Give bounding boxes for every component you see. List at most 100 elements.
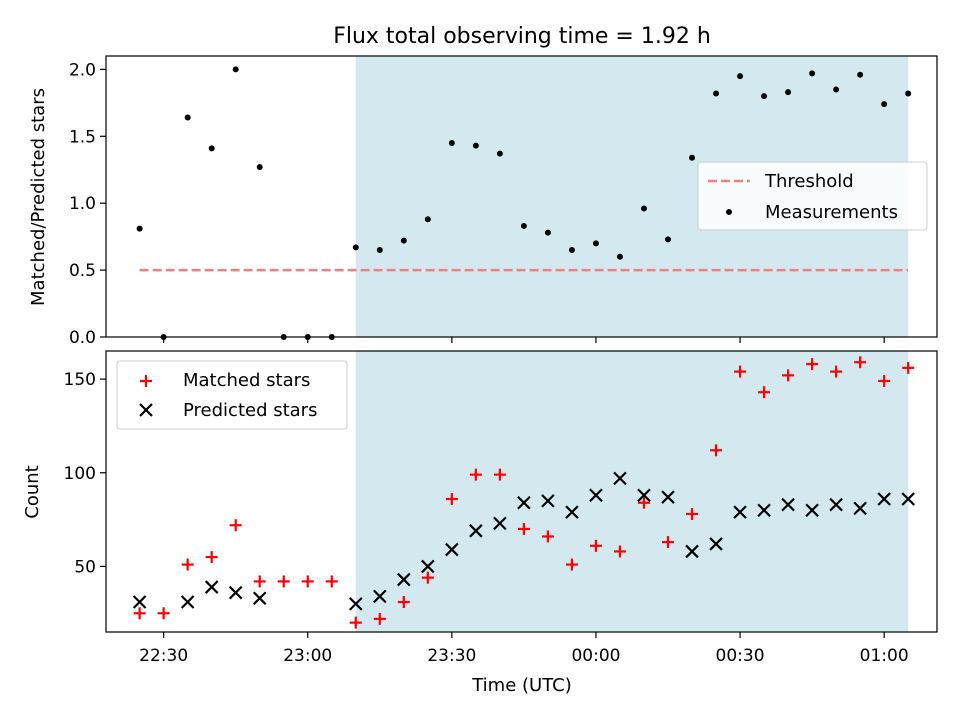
top-panel: 0.00.51.01.52.0 Matched/Predicted stars … [28,55,938,348]
matched-star-point [902,361,915,374]
top-legend: Threshold Measurements [697,161,928,231]
matched-star-point [445,492,458,505]
x-tick-label: 00:00 [571,646,620,666]
matched-star-point [806,358,819,371]
predicted-legend-label: Predicted stars [183,400,317,421]
bottom-legend: Matched stars Predicted stars [116,360,348,430]
predicted-star-point [757,503,771,518]
matched-star-point [157,607,170,620]
matched-star-point [710,444,723,457]
matched-star-point [421,571,434,584]
measurement-point [208,145,215,152]
predicted-star-point [421,559,435,574]
top-x-ticks [163,337,885,343]
matched-star-point [878,374,891,387]
predicted-star-point [901,492,915,506]
matched-star-point [181,558,194,571]
matched-star-point [782,369,795,382]
predicted-star-point [445,542,459,557]
predicted-legend-handle [139,403,153,417]
measurement-point [665,236,672,243]
predicted-star-point [613,471,627,486]
predicted-star-point [349,597,363,611]
matched-star-point [469,468,482,481]
bottom-legend-box [116,360,348,430]
predicted-star-point [853,501,867,516]
predicted-star-point [517,495,531,510]
predicted-star-point [565,505,579,519]
top-legend-box [697,161,928,231]
predicted-star-point [877,492,891,506]
measurement-point [448,139,455,146]
matched-legend-label: Matched stars [183,370,310,391]
predicted-star-point [733,505,747,519]
predicted-star-point [228,585,243,600]
x-tick-label: 23:30 [427,646,476,666]
predicted-star-point [661,490,675,504]
predicted-star-point [397,572,411,587]
matched-star-point [637,496,650,509]
measurement-point [737,73,744,80]
matched-star-point [565,558,578,571]
measurement-point [713,90,720,97]
bottom-y-tick-label: 100 [64,464,96,484]
measurement-point [592,240,599,247]
bottom-shaded-region [355,351,909,632]
measurement-point [689,154,696,161]
bottom-x-ticks: 22:30 23:00 23:30 00:00 00:30 01:00 [139,632,909,666]
matched-legend-handle [140,375,152,387]
predicted-star-point [493,516,507,531]
measurement-point [833,86,840,93]
matched-star-point [589,539,602,552]
measurement-point [256,164,263,171]
top-y-tick-label: 1.0 [69,194,96,214]
bottom-y-ticks: 50 100 150 [64,370,106,577]
threshold-legend-label: Threshold [764,171,854,192]
matched-star-point [517,522,530,535]
predicted-star-point [589,488,603,503]
measurement-point [640,205,647,212]
matched-star-point [373,612,386,625]
x-tick-label: 01:00 [860,646,909,666]
measurements-legend-handle [726,209,732,215]
predicted-star-point [829,497,843,512]
predicted-star-point [541,494,555,508]
measurement-point [184,114,191,121]
top-y-tick-label: 0.0 [69,328,96,348]
predicted-star-point [180,595,195,609]
top-axes-frame [105,55,938,338]
predicted-star-point [373,589,387,604]
bottom-y-tick-label: 150 [64,370,96,390]
predicted-star-point [637,488,651,503]
predicted-star-point [781,497,795,512]
x-tick-label: 23:00 [283,646,332,666]
measurement-point [544,229,551,236]
measurement-point [376,247,383,254]
top-y-tick-label: 1.5 [69,127,96,147]
measurement-point [496,150,503,157]
measurements-legend-label: Measurements [765,202,898,223]
matched-star-point [734,365,747,378]
measurement-point [857,71,864,78]
measurement-point [472,142,479,149]
matched-star-point [277,575,290,588]
matched-star-point [662,536,675,549]
predicted-star-point [469,524,483,538]
matched-star-point [349,616,362,629]
bottom-axes-frame [105,350,938,633]
bottom-y-axis-label: Count [22,465,43,518]
x-tick-label: 00:30 [716,646,765,666]
predicted-star-point [709,537,723,551]
measurement-point [905,90,912,97]
top-y-tick-label: 2.0 [69,60,96,80]
x-tick-label: 22:30 [139,646,188,666]
chart-title: Flux total observing time = 1.92 h [333,24,711,49]
measurement-point [424,216,431,223]
bottom-y-tick-label: 50 [74,557,96,577]
matched-star-point [830,365,843,378]
measurement-point [352,244,359,251]
measurement-point [881,101,888,108]
x-axis-label: Time (UTC) [471,675,572,696]
top-y-tick-label: 0.5 [69,261,96,281]
